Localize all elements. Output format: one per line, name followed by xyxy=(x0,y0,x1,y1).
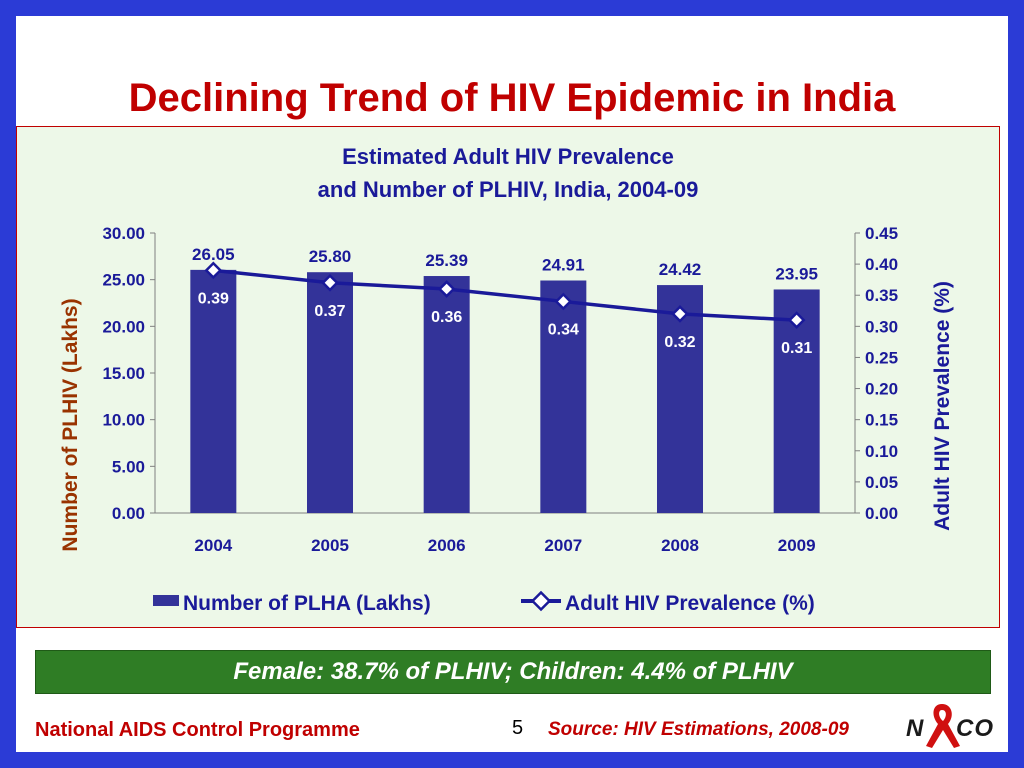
source-note: Source: HIV Estimations, 2008-09 xyxy=(548,719,849,740)
bar-value-label: 25.80 xyxy=(309,247,352,266)
summary-banner: Female: 38.7% of PLHIV; Children: 4.4% o… xyxy=(35,650,991,694)
prevalence-line xyxy=(213,268,797,322)
prevalence-point-2005 xyxy=(321,273,339,292)
prevalence-value-label: 0.39 xyxy=(198,290,229,307)
category-label: 2008 xyxy=(661,536,699,555)
legend-bar-swatch xyxy=(153,595,179,606)
category-label: 2007 xyxy=(544,536,582,555)
logo-text-rest: CO xyxy=(956,715,994,742)
left-tick-label: 10.00 xyxy=(102,411,145,430)
right-tick-label: 0.45 xyxy=(865,224,898,243)
left-tick-label: 5.00 xyxy=(112,457,145,476)
left-tick-label: 15.00 xyxy=(102,364,145,383)
bar-value-label: 24.42 xyxy=(659,260,702,279)
prevalence-point-2006 xyxy=(437,280,456,298)
right-tick-label: 0.05 xyxy=(865,473,898,492)
bar-2006 xyxy=(423,276,470,513)
category-label: 2009 xyxy=(778,536,816,555)
legend-line-label: Adult HIV Prevalence (%) xyxy=(565,592,815,615)
prevalence-point-2007 xyxy=(554,292,573,311)
prevalence-value-label: 0.36 xyxy=(431,309,462,326)
prevalence-value-label: 0.34 xyxy=(548,321,579,338)
page-number: 5 xyxy=(512,717,524,739)
chart-area: Estimated Adult HIV Prevalence and Numbe… xyxy=(16,126,1000,628)
footer-organization: National AIDS Control Programme xyxy=(35,719,360,741)
prevalence-point-2009 xyxy=(787,311,806,329)
left-tick-label: 20.00 xyxy=(102,317,145,336)
right-tick-label: 0.10 xyxy=(865,442,898,461)
prevalence-point-2004 xyxy=(204,261,223,280)
left-tick-label: 25.00 xyxy=(102,271,145,290)
right-tick-label: 0.40 xyxy=(865,255,898,274)
right-tick-label: 0.00 xyxy=(865,504,898,523)
legend-bar-label: Number of PLHA (Lakhs) xyxy=(183,592,431,615)
right-tick-label: 0.30 xyxy=(865,317,898,336)
category-label: 2006 xyxy=(428,536,466,555)
category-label: 2004 xyxy=(194,536,232,555)
chart-title-line-1: Estimated Adult HIV Prevalence xyxy=(342,144,674,169)
left-tick-label: 30.00 xyxy=(102,224,145,243)
right-tick-label: 0.35 xyxy=(865,286,898,305)
bar-2005 xyxy=(307,272,353,513)
legend-line-marker xyxy=(530,590,552,612)
plot-area: 0.00 5.00 10.00 15.00 20.00 25.00 30.00 0.00 0.0… xyxy=(102,224,898,555)
slide-title: Declining Trend of HIV Epidemic in India xyxy=(128,76,896,120)
bar-value-label: 25.39 xyxy=(425,251,468,270)
right-tick-label: 0.15 xyxy=(865,411,898,430)
legend: Number of PLHA (Lakhs) Adult HIV Prevale… xyxy=(153,590,815,615)
chart-svg: Estimated Adult HIV Prevalence and Numbe… xyxy=(59,144,954,615)
category-label: 2005 xyxy=(311,536,349,555)
red-ribbon-icon xyxy=(926,704,960,748)
right-tick-label: 0.20 xyxy=(865,380,898,399)
logo-text: N xyxy=(906,715,926,742)
naco-logo: N CO xyxy=(906,704,994,748)
bar-value-label: 24.91 xyxy=(542,256,585,275)
bar-2007 xyxy=(540,280,587,513)
left-tick-label: 0.00 xyxy=(112,504,145,523)
prevalence-value-label: 0.32 xyxy=(664,334,695,351)
right-tick-label: 0.25 xyxy=(865,348,898,367)
bar-value-label: 26.05 xyxy=(192,245,235,264)
bar-value-label: 23.95 xyxy=(775,264,818,283)
prevalence-point-2008 xyxy=(671,305,689,323)
left-axis-title: Number of PLHIV (Lakhs) xyxy=(59,298,82,551)
right-axis-title: Adult HIV Prevalence (%) xyxy=(931,281,954,531)
bar-2004 xyxy=(190,269,237,513)
chart-title-line-2: and Number of PLHIV, India, 2004-09 xyxy=(318,177,699,202)
prevalence-value-label: 0.31 xyxy=(781,340,812,357)
bar-2008 xyxy=(657,285,703,513)
prevalence-value-label: 0.37 xyxy=(314,303,345,320)
